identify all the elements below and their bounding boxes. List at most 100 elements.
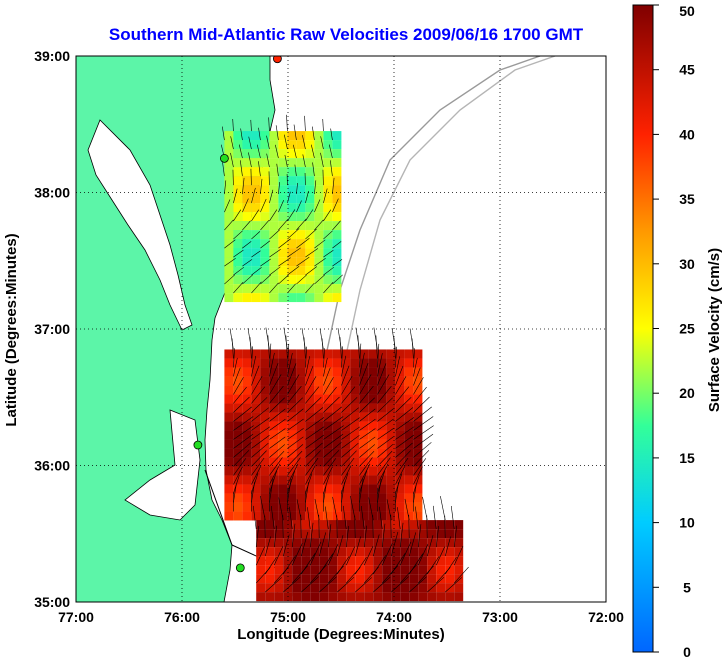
- velocity-cell: [359, 421, 369, 431]
- velocity-cell: [413, 385, 423, 395]
- velocity-cell: [292, 565, 302, 575]
- velocity-vector: [278, 497, 284, 521]
- velocity-cell: [395, 358, 405, 368]
- x-tick-label: 75:00: [270, 609, 306, 625]
- velocity-cell: [314, 358, 324, 368]
- velocity-cell: [260, 430, 270, 440]
- velocity-cell: [377, 484, 387, 494]
- velocity-cell: [373, 547, 383, 557]
- colorbar-tick-label: 50: [679, 3, 695, 19]
- velocity-cell: [305, 194, 315, 204]
- velocity-cell: [251, 149, 261, 159]
- velocity-cell: [373, 592, 383, 602]
- pamlico-sound: [124, 409, 201, 521]
- velocity-vector: [341, 386, 356, 404]
- velocity-cell: [373, 574, 383, 584]
- velocity-cell: [224, 421, 234, 431]
- velocity-cell: [251, 230, 261, 240]
- velocity-vector: [287, 374, 300, 395]
- velocity-cell: [323, 502, 333, 512]
- velocity-cell: [332, 194, 342, 204]
- x-axis-label: Longitude (Degrees:Minutes): [237, 626, 445, 643]
- velocity-cell: [305, 185, 315, 195]
- velocity-cell: [242, 394, 252, 404]
- velocity-vector: [233, 406, 252, 422]
- velocity-cell: [224, 439, 234, 449]
- velocity-cell: [445, 565, 455, 575]
- velocity-cell: [341, 439, 351, 449]
- velocity-cell: [391, 538, 401, 548]
- velocity-cell: [296, 412, 306, 422]
- velocity-vector: [323, 396, 340, 413]
- velocity-cell: [233, 230, 243, 240]
- velocity-cell: [224, 349, 234, 359]
- velocity-cell: [413, 421, 423, 431]
- velocity-cell: [350, 349, 360, 359]
- velocity-cell: [283, 538, 293, 548]
- velocity-vector: [377, 385, 392, 404]
- velocity-cell: [373, 538, 383, 548]
- velocity-cell: [274, 529, 284, 539]
- velocity-vector: [432, 505, 437, 530]
- velocity-cell: [445, 592, 455, 602]
- velocity-cell: [242, 230, 252, 240]
- velocity-vector: [231, 338, 234, 359]
- velocity-cell: [269, 248, 279, 258]
- velocity-vector: [258, 127, 261, 141]
- velocity-cell: [368, 457, 378, 467]
- velocity-vector: [305, 209, 314, 222]
- velocity-vector: [251, 417, 270, 431]
- velocity-vector: [278, 274, 289, 285]
- velocity-cell: [292, 547, 302, 557]
- velocity-cell: [296, 484, 306, 494]
- velocity-cell: [328, 574, 338, 584]
- velocity-cell: [409, 538, 419, 548]
- velocity-vector: [287, 478, 292, 503]
- velocity-cell: [296, 293, 306, 303]
- velocity-vector: [359, 457, 373, 476]
- velocity-cell: [319, 574, 329, 584]
- velocity-vector: [256, 144, 261, 159]
- velocity-vector: [305, 407, 324, 422]
- velocity-vector: [377, 457, 391, 476]
- velocity-vector: [332, 259, 343, 267]
- velocity-cell: [269, 158, 279, 168]
- velocity-cell: [292, 529, 302, 539]
- velocity-cell: [292, 583, 302, 593]
- velocity-cell: [314, 194, 324, 204]
- velocity-cell: [224, 394, 234, 404]
- velocity-cell: [251, 248, 261, 258]
- velocity-cell: [310, 583, 320, 593]
- velocity-vector: [291, 523, 296, 548]
- chesapeake-bay: [87, 119, 193, 331]
- velocity-vector: [251, 355, 257, 377]
- velocity-cell: [445, 583, 455, 593]
- velocity-cell: [233, 212, 243, 222]
- velocity-cell: [251, 221, 261, 231]
- velocity-cell: [323, 385, 333, 395]
- velocity-cell: [310, 547, 320, 557]
- velocity-cell: [332, 167, 342, 177]
- velocity-cell: [386, 403, 396, 413]
- velocity-cell: [328, 556, 338, 566]
- velocity-cell: [350, 448, 360, 458]
- velocity-cell: [269, 212, 279, 222]
- velocity-cell: [323, 293, 333, 303]
- velocity-vector: [359, 436, 376, 449]
- velocity-cell: [233, 266, 243, 276]
- velocity-cell: [395, 484, 405, 494]
- velocity-cell: [404, 466, 414, 476]
- velocity-cell: [242, 358, 252, 368]
- velocity-vector: [233, 458, 247, 476]
- velocity-cell: [242, 403, 252, 413]
- velocity-cell: [332, 185, 342, 195]
- velocity-cell: [445, 547, 455, 557]
- velocity-cell: [305, 358, 315, 368]
- velocity-vector: [269, 189, 274, 204]
- velocity-cell: [233, 248, 243, 258]
- velocity-cell: [260, 203, 270, 213]
- velocity-cell: [404, 502, 414, 512]
- velocity-vector: [305, 450, 321, 467]
- velocity-cell: [386, 376, 396, 386]
- velocity-cell: [269, 131, 279, 141]
